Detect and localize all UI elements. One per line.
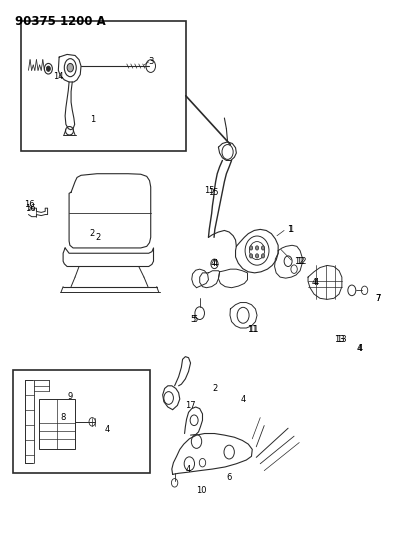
Text: 4: 4 [211, 260, 216, 268]
Text: 7: 7 [376, 294, 381, 303]
Text: 2: 2 [213, 384, 218, 393]
Text: 4: 4 [104, 425, 109, 434]
Text: 15: 15 [204, 186, 214, 195]
Circle shape [47, 66, 51, 71]
Text: 15: 15 [209, 188, 219, 197]
Text: 5: 5 [192, 315, 198, 324]
Text: 11: 11 [247, 325, 257, 334]
Text: 16: 16 [24, 200, 35, 209]
Text: 4: 4 [312, 278, 317, 287]
Text: 8: 8 [60, 413, 66, 422]
Text: 10: 10 [196, 486, 207, 495]
Text: 4: 4 [213, 260, 218, 268]
Text: 13: 13 [334, 335, 345, 344]
Text: 5: 5 [190, 315, 195, 324]
Text: 9: 9 [67, 392, 72, 401]
Text: 4: 4 [356, 344, 362, 353]
Text: 12: 12 [296, 257, 307, 265]
Circle shape [261, 254, 265, 258]
Text: 1: 1 [287, 225, 293, 234]
Circle shape [249, 246, 253, 250]
Text: 3: 3 [148, 58, 153, 66]
Circle shape [261, 246, 265, 250]
Text: 11: 11 [248, 325, 259, 334]
Circle shape [255, 246, 259, 250]
Text: 2: 2 [90, 229, 95, 238]
Text: 4: 4 [358, 344, 363, 353]
Text: 7: 7 [376, 294, 381, 303]
Text: 13: 13 [336, 335, 346, 344]
Text: 14: 14 [53, 72, 64, 81]
Text: 12: 12 [294, 257, 305, 265]
Circle shape [255, 254, 259, 258]
Circle shape [249, 254, 253, 258]
Text: 16: 16 [25, 204, 36, 213]
Text: 17: 17 [185, 401, 196, 410]
Text: 1: 1 [288, 225, 294, 234]
Text: 2: 2 [95, 233, 100, 242]
Text: 6: 6 [227, 473, 232, 482]
Text: 1: 1 [90, 115, 95, 124]
Bar [20, 21, 186, 151]
Text: 4: 4 [314, 278, 319, 287]
Text: 4: 4 [240, 394, 245, 403]
Bar [39, 399, 75, 449]
Bar [12, 370, 150, 473]
Circle shape [67, 63, 73, 72]
Text: 4: 4 [185, 465, 190, 473]
Text: 90375 1200 A: 90375 1200 A [15, 15, 106, 28]
